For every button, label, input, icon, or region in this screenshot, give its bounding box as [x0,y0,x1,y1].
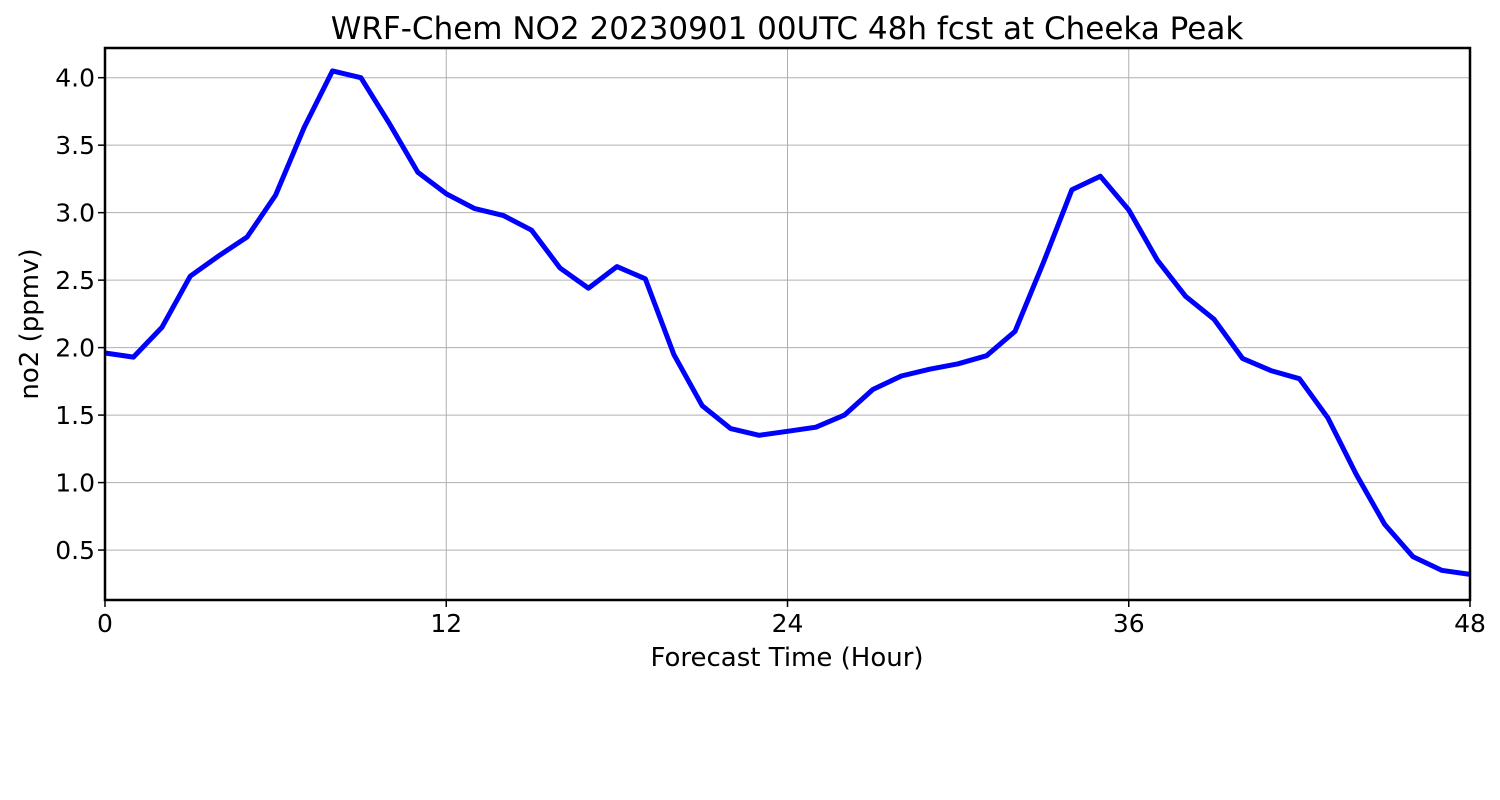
y-axis-label: no2 (ppmv) [15,248,45,399]
y-tick-label: 2.5 [55,266,95,295]
y-tick-label: 2.0 [55,334,95,363]
y-tick-label: 0.5 [55,536,95,565]
x-axis-label: Forecast Time (Hour) [650,643,923,673]
chart-title: WRF-Chem NO2 20230901 00UTC 48h fcst at … [331,11,1244,47]
y-tick-label: 1.5 [55,401,95,430]
grid [104,48,1471,600]
x-tick-label: 24 [772,609,804,638]
x-tick-label: 12 [430,609,462,638]
y-tick-label: 3.0 [55,199,95,228]
x-tick-label: 48 [1454,609,1486,638]
x-tick-label: 36 [1113,609,1145,638]
y-tick-label: 4.0 [55,64,95,93]
ticks: 0 12 24 36 48 0.5 1.0 1.5 2.0 2.5 3.0 3.5 4.0 [55,64,1486,638]
series-layer [104,68,1471,577]
y-tick-label: 3.5 [55,131,95,160]
x-tick-label: 0 [97,609,113,638]
no2-series-line [104,68,1471,577]
y-tick-label: 1.0 [55,469,95,498]
